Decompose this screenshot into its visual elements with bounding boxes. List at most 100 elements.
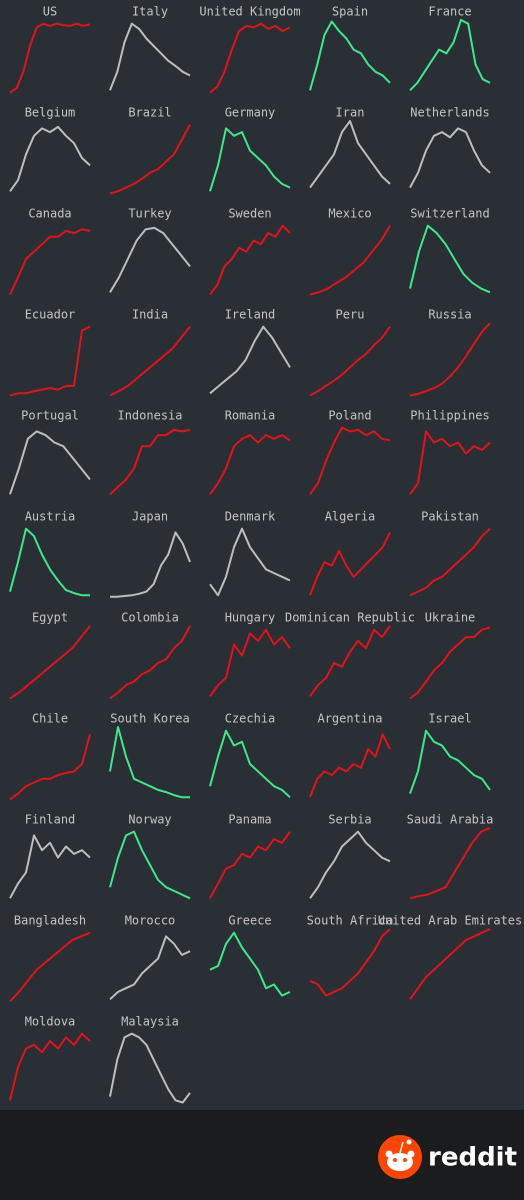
panel-title: Morocco [125, 914, 176, 928]
panel-title: France [428, 5, 471, 19]
series-line [9, 125, 91, 192]
series-line [409, 729, 491, 794]
series-line [109, 935, 191, 1001]
series-line [309, 120, 391, 189]
panel-title: Indonesia [117, 409, 182, 423]
panel-title: Mexico [328, 207, 371, 221]
panel-title: Colombia [121, 611, 179, 625]
panel-title: Ukraine [425, 611, 476, 625]
panel-title: United Arab Emirates [378, 914, 523, 928]
series-line [409, 626, 491, 700]
series-line [9, 228, 91, 295]
series-line [109, 326, 191, 397]
panel-title: US [43, 5, 57, 19]
panel-title: Malaysia [121, 1015, 179, 1029]
panel-title: India [132, 308, 168, 322]
series-line [309, 830, 391, 899]
panel-title: Ecuador [25, 308, 76, 322]
series-line [209, 22, 291, 94]
panel-title: Switzerland [410, 207, 489, 221]
series-line [409, 322, 491, 397]
panel-title: Brazil [128, 106, 171, 120]
panel-title: Algeria [325, 510, 376, 524]
panel-title: Argentina [317, 712, 382, 726]
reddit-logo [378, 1135, 422, 1179]
panel-title: Poland [328, 409, 371, 423]
series-line [109, 830, 191, 900]
panel-title: South Africa [307, 914, 394, 928]
series-line [109, 428, 191, 496]
panel-title: Philippines [410, 409, 489, 423]
series-line [9, 625, 91, 700]
panel-title: Dominican Republic [285, 611, 415, 625]
panel-title: Moldova [25, 1015, 76, 1029]
series-line [9, 734, 91, 801]
panel-title: Japan [132, 510, 168, 524]
panel-title: United Kingdom [199, 5, 300, 19]
series-line [409, 430, 491, 495]
series-line [409, 827, 491, 900]
series-line [309, 733, 391, 798]
panel-title: Netherlands [410, 106, 489, 120]
panel-title: Saudi Arabia [407, 813, 494, 827]
brand: reddit [428, 1143, 517, 1173]
series-line [109, 226, 191, 293]
small-multiples: US Italy United Kingdom Spain France Belgium B… [9, 5, 523, 1104]
series-line [409, 127, 491, 189]
panel-title: Italy [132, 5, 168, 19]
panel-title: Serbia [328, 813, 371, 827]
panel-title: Norway [128, 813, 171, 827]
series-line [9, 834, 91, 899]
panel-title: Germany [225, 106, 276, 120]
series-line [309, 326, 391, 397]
panel-title: Egypt [32, 611, 68, 625]
series-line [9, 22, 91, 94]
series-line [109, 1032, 191, 1104]
panel-title: Sweden [228, 207, 271, 221]
series-line [209, 628, 291, 697]
series-line [209, 527, 291, 597]
series-line [9, 931, 91, 1003]
series-line [9, 430, 91, 495]
series-line [209, 931, 291, 997]
series-line [209, 224, 291, 296]
series-line [409, 928, 491, 1000]
panel-title: Belgium [25, 106, 76, 120]
panel-title: Chile [32, 712, 68, 726]
panel-title: Finland [25, 813, 76, 827]
panel-title: Denmark [225, 510, 276, 524]
footer [0, 1110, 524, 1200]
series-line [109, 22, 191, 91]
panel-title: Bangladesh [14, 914, 86, 928]
series-line [209, 831, 291, 899]
series-line [9, 325, 91, 397]
series-line [309, 928, 391, 997]
panel-title: Panama [228, 813, 271, 827]
panel-title: Ireland [225, 308, 276, 322]
panel-title: Austria [25, 510, 76, 524]
panel-title: Pakistan [421, 510, 479, 524]
panel-title: Hungary [225, 611, 276, 625]
series-line [109, 726, 190, 799]
series-line [309, 531, 391, 596]
series-line [109, 625, 191, 700]
panel-title: Spain [332, 5, 368, 19]
series-line [309, 20, 391, 91]
series-line [209, 729, 291, 799]
panel-title: Czechia [225, 712, 276, 726]
series-line [9, 1032, 91, 1101]
series-line [109, 124, 191, 195]
series-line [209, 434, 291, 495]
panel-title: Turkey [128, 207, 171, 221]
series-line [409, 224, 491, 294]
panel-title: Romania [225, 409, 276, 423]
panel-title: Iran [336, 106, 365, 120]
panel-title: Peru [336, 308, 365, 322]
series-line [209, 127, 291, 192]
series-line [309, 225, 391, 296]
panel-title: Russia [428, 308, 471, 322]
series-line [209, 325, 291, 395]
series-line [309, 625, 391, 697]
background [0, 0, 524, 1110]
